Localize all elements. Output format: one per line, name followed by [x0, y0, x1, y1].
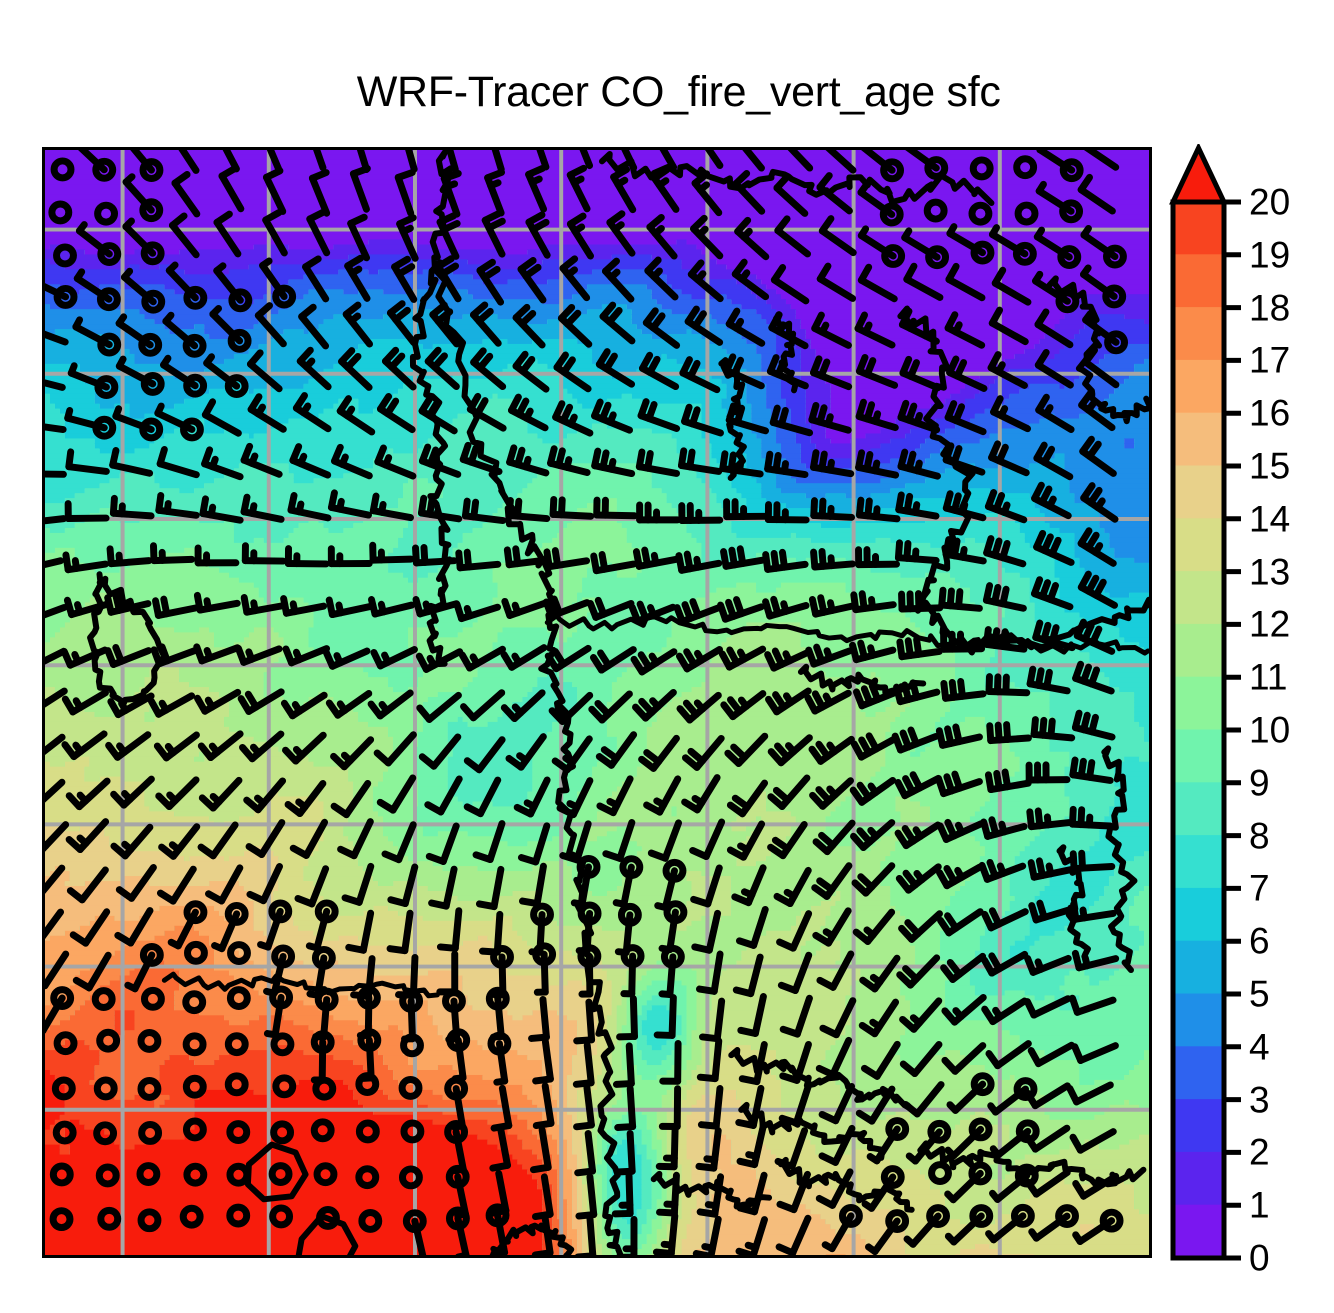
- colorbar-tick-5: 5: [1249, 973, 1270, 1015]
- map-plot-area[interactable]: [42, 147, 1152, 1258]
- colorbar-tick-15: 15: [1249, 445, 1291, 487]
- colorbar-tick-10: 10: [1249, 709, 1291, 751]
- colorbar-tick-17: 17: [1249, 339, 1291, 381]
- colorbar-tick-labels: 20 19 18 17 16 15 14 13 12 11 10 9 8 7 6 5 4 3 2 1 0: [1168, 144, 1334, 1277]
- title-line-1: WRF-Tracer CO_fire_vert_age sfc: [356, 68, 1001, 116]
- wind-barb-overlay: [45, 150, 1129, 1255]
- colorbar-tick-9: 9: [1249, 762, 1270, 804]
- colorbar-tick-3: 3: [1249, 1079, 1270, 1121]
- coastline-overlay: [87, 150, 1149, 1255]
- colorbar-tick-2: 2: [1249, 1131, 1270, 1173]
- colorbar-tick-11: 11: [1249, 656, 1288, 698]
- colorbar-tick-6: 6: [1249, 920, 1270, 962]
- colorbar-tick-16: 16: [1249, 392, 1291, 434]
- colorbar-tick-14: 14: [1249, 498, 1291, 540]
- colorbar-tick-12: 12: [1249, 603, 1291, 645]
- colorbar-gradient: [1169, 144, 1241, 1261]
- colorbar-tick-4: 4: [1249, 1026, 1270, 1068]
- colorbar-tick-7: 7: [1249, 867, 1270, 909]
- colorbar-tick-0: 0: [1249, 1237, 1270, 1279]
- colorbar-tick-13: 13: [1249, 551, 1291, 593]
- colorbar-tick-8: 8: [1249, 815, 1270, 857]
- colorbar-tick-19: 19: [1249, 234, 1291, 276]
- colorbar-tick-1: 1: [1249, 1184, 1270, 1226]
- colorbar[interactable]: 20 19 18 17 16 15 14 13 12 11 10 9 8 7 6 5 4 3 2 1 0: [1168, 144, 1334, 1277]
- colorbar-tick-20: 20: [1249, 181, 1291, 223]
- colorbar-tick-18: 18: [1249, 287, 1291, 329]
